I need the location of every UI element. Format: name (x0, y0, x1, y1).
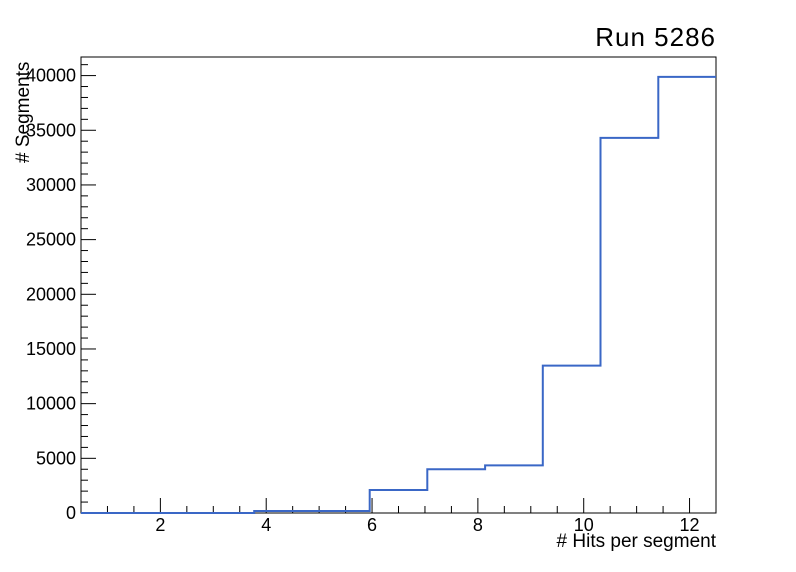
y-tick-label: 30000 (26, 175, 76, 195)
y-tick-label: 25000 (26, 230, 76, 250)
y-tick-label: 10000 (26, 394, 76, 414)
x-tick-label: 6 (367, 515, 377, 535)
x-tick-label: 4 (261, 515, 271, 535)
y-tick-label: 40000 (26, 66, 76, 86)
y-tick-label: 0 (66, 503, 76, 523)
y-tick-label: 20000 (26, 284, 76, 304)
x-tick-label: 10 (574, 515, 594, 535)
histogram-step-line (81, 75, 716, 514)
y-tick-label: 15000 (26, 339, 76, 359)
y-tick-label: 5000 (36, 448, 76, 468)
x-tick-label: 2 (155, 515, 165, 535)
x-axis-title: # Hits per segment (556, 531, 716, 552)
y-axis-title: # Segments (13, 61, 34, 163)
chart-title: Run 5286 (595, 22, 716, 52)
x-tick-label: 12 (680, 515, 700, 535)
y-tick-label: 35000 (26, 120, 76, 140)
plot-frame (80, 56, 717, 514)
x-tick-label: 8 (473, 515, 483, 535)
